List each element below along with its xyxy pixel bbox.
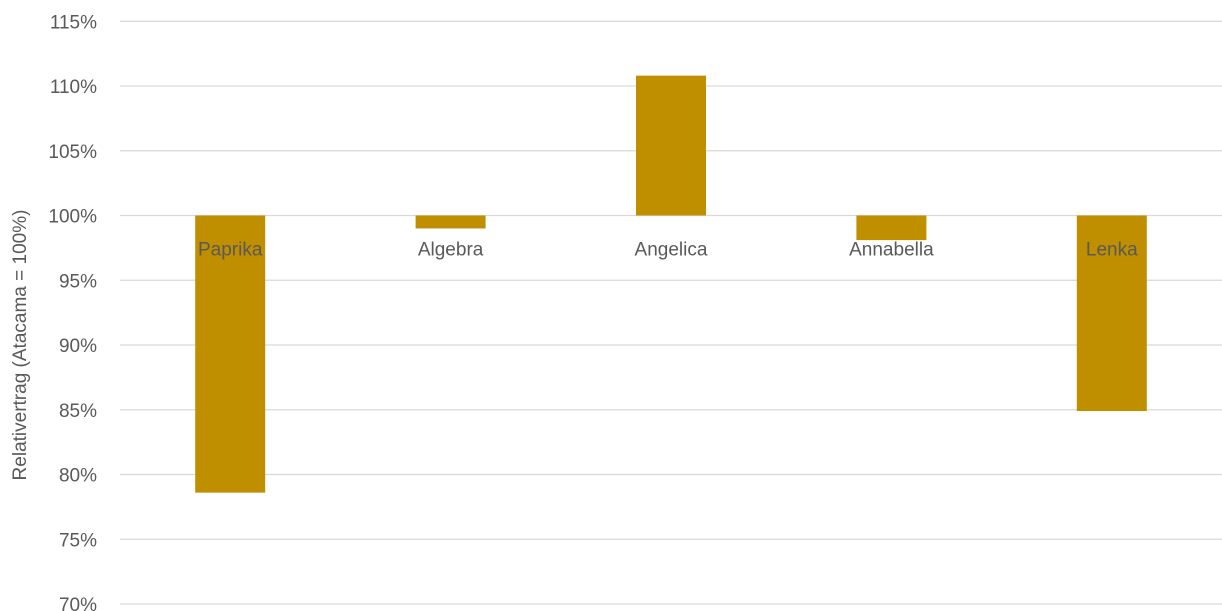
bar-angelica: [636, 76, 706, 216]
y-tick-label: 75%: [59, 530, 97, 551]
category-labels: Paprika Algebra Angelica Annabella Lenka: [198, 240, 1138, 261]
category-label-angelica: Angelica: [635, 240, 708, 261]
y-tick-label: 100%: [48, 207, 97, 228]
y-tick-label: 80%: [59, 466, 97, 487]
y-tick-label: 95%: [59, 271, 97, 292]
category-label-annabella: Annabella: [849, 240, 934, 261]
category-label-paprika: Paprika: [198, 240, 263, 261]
y-tick-label: 110%: [50, 77, 97, 98]
bar-annabella: [856, 216, 926, 241]
y-tick-label: 105%: [48, 142, 97, 163]
y-axis-tick-labels: 70% 75% 80% 85% 90% 95% 100% 105% 110% 115%: [48, 12, 97, 611]
y-tick-label: 115%: [50, 12, 97, 33]
y-axis-title: Relativertrag (Atacama = 100%): [10, 210, 31, 481]
bars: [195, 76, 1147, 493]
y-tick-label: 90%: [59, 336, 97, 357]
category-label-lenka: Lenka: [1086, 240, 1138, 261]
bar-algebra: [416, 216, 486, 229]
category-label-algebra: Algebra: [418, 240, 484, 261]
y-tick-label: 85%: [59, 401, 97, 422]
y-tick-label: 70%: [59, 595, 97, 611]
